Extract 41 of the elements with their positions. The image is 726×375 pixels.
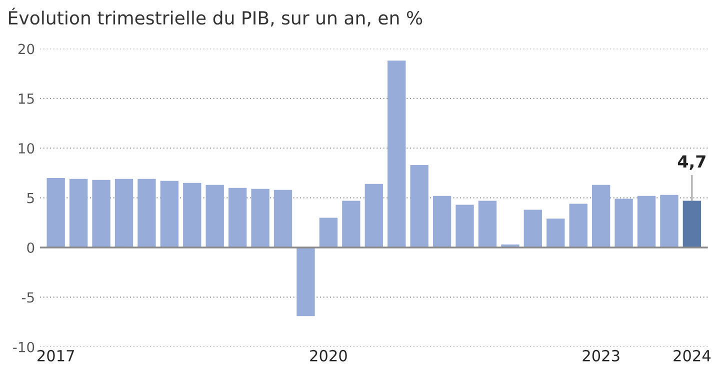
bar [92, 180, 110, 248]
bar [342, 200, 360, 248]
bar [46, 178, 65, 248]
bar [206, 184, 224, 248]
bar [228, 188, 247, 248]
y-tick-label: -10 [13, 342, 34, 352]
bar [546, 218, 565, 248]
bar [69, 178, 88, 248]
bar [138, 178, 156, 248]
bar [660, 194, 678, 248]
bar [592, 184, 610, 248]
bar [637, 196, 656, 248]
bar [432, 196, 452, 248]
bar [388, 60, 406, 248]
bar [274, 190, 292, 248]
bar [319, 218, 338, 248]
bar [524, 210, 542, 248]
y-tick-label: 20 [18, 44, 34, 54]
bar [296, 248, 315, 316]
bar [614, 198, 633, 248]
y-tick-label: 0 [27, 242, 34, 253]
bar [410, 165, 428, 248]
x-tick-label: 2017 [38, 350, 74, 362]
x-tick-label: 2024 [674, 350, 711, 362]
bar [478, 200, 497, 248]
bar [160, 180, 179, 248]
x-tick-label: 2023 [582, 350, 620, 362]
bar [682, 200, 702, 248]
chart-title: Évolution trimestrielle du PIB, sur un an, en % [9, 8, 422, 27]
bar [251, 188, 270, 248]
bar [114, 178, 134, 248]
data-label: 4,7 [678, 155, 706, 170]
bar [364, 184, 383, 248]
x-tick-label: 2020 [310, 350, 347, 362]
bar [183, 182, 202, 248]
bar [456, 204, 474, 248]
y-tick-label: 15 [18, 94, 34, 104]
y-tick-label: 5 [27, 192, 34, 204]
bar [569, 204, 588, 248]
y-tick-label: -5 [22, 292, 34, 303]
y-tick-label: 10 [18, 143, 34, 154]
